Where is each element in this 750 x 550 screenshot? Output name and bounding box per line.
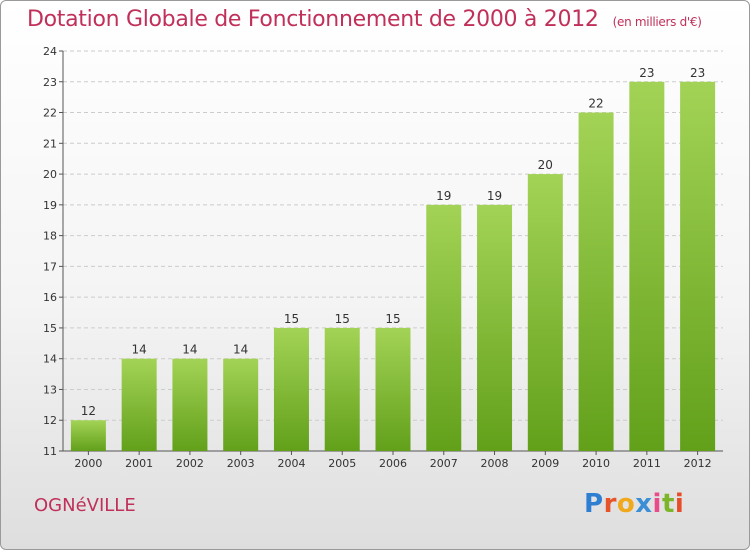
bar-value-label: 12 — [81, 404, 96, 418]
bar — [273, 327, 309, 451]
bar — [477, 204, 513, 451]
y-tick-label: 15 — [43, 322, 57, 335]
bar-value-label: 15 — [284, 312, 299, 326]
y-tick-label: 23 — [43, 76, 57, 89]
x-tick-label: 2012 — [684, 457, 712, 470]
y-tick-label: 18 — [43, 230, 57, 243]
bars — [70, 81, 716, 452]
bar-value-label: 23 — [639, 66, 654, 80]
bar — [375, 327, 411, 451]
bar-value-label: 14 — [182, 343, 197, 357]
y-tick-label: 17 — [43, 260, 57, 273]
x-tick-label: 2000 — [74, 457, 102, 470]
logo-letter: x — [635, 489, 653, 519]
bar-value-label: 15 — [385, 312, 400, 326]
bar — [324, 327, 360, 451]
bar — [527, 174, 563, 452]
bar-value-label: 20 — [538, 158, 553, 172]
x-tick-label: 2010 — [582, 457, 610, 470]
logo-letter: i — [674, 489, 685, 519]
y-tick-label: 21 — [43, 137, 57, 150]
bar — [578, 112, 614, 452]
x-tick-label: 2002 — [176, 457, 204, 470]
y-tick-label: 19 — [43, 199, 57, 212]
x-tick-label: 2011 — [633, 457, 661, 470]
y-tick-label: 24 — [43, 45, 57, 58]
logo-letter: t — [661, 489, 675, 519]
x-tick-label: 2006 — [379, 457, 407, 470]
labels: 12 14 14 14 15 15 15 19 19 20 22 23 23 — [81, 66, 706, 418]
bar — [70, 420, 106, 451]
y-tick-label: 20 — [43, 168, 57, 181]
bar-value-label: 19 — [436, 189, 451, 203]
x-tick-label: 2004 — [277, 457, 305, 470]
y-tick-label: 13 — [43, 383, 57, 396]
x-tick-label: 2005 — [328, 457, 356, 470]
bar — [172, 358, 208, 451]
y-tick-label: 14 — [43, 353, 57, 366]
bar — [121, 358, 157, 451]
bar-value-label: 19 — [487, 189, 502, 203]
y-tick-label: 12 — [43, 414, 57, 427]
chart-title: Dotation Globale de Fonctionnement de 20… — [27, 7, 702, 32]
x-tick-label: 2007 — [430, 457, 458, 470]
bar — [680, 81, 716, 452]
logo-letter: r — [603, 489, 617, 519]
y-tick-label: 16 — [43, 291, 57, 304]
axes: 11 12 13 14 15 16 17 18 19 20 21 22 23 24 2000 2001 2002… — [43, 45, 723, 470]
x-tick-label: 2001 — [125, 457, 153, 470]
x-tick-label: 2008 — [481, 457, 509, 470]
location-name: OGNéVILLE — [34, 495, 136, 516]
chart-unit: (en milliers d'€) — [612, 15, 702, 29]
x-tick-label: 2009 — [531, 457, 559, 470]
proxiti-logo: Proxiti — [584, 489, 684, 519]
logo-letter: i — [652, 489, 662, 519]
bar — [223, 358, 259, 451]
chart-title-text: Dotation Globale de Fonctionnement de 20… — [27, 7, 599, 32]
logo-letter: P — [584, 489, 604, 519]
bar — [426, 204, 462, 451]
logo-letter: o — [616, 489, 636, 519]
y-tick-label: 11 — [43, 445, 57, 458]
bar-value-label: 14 — [233, 343, 248, 357]
bar — [629, 81, 665, 452]
y-tick-label: 22 — [43, 107, 57, 120]
bar-value-label: 15 — [335, 312, 350, 326]
bar-value-label: 22 — [588, 97, 603, 111]
bar-value-label: 23 — [690, 66, 705, 80]
x-tick-label: 2003 — [227, 457, 255, 470]
bar-value-label: 14 — [132, 343, 147, 357]
